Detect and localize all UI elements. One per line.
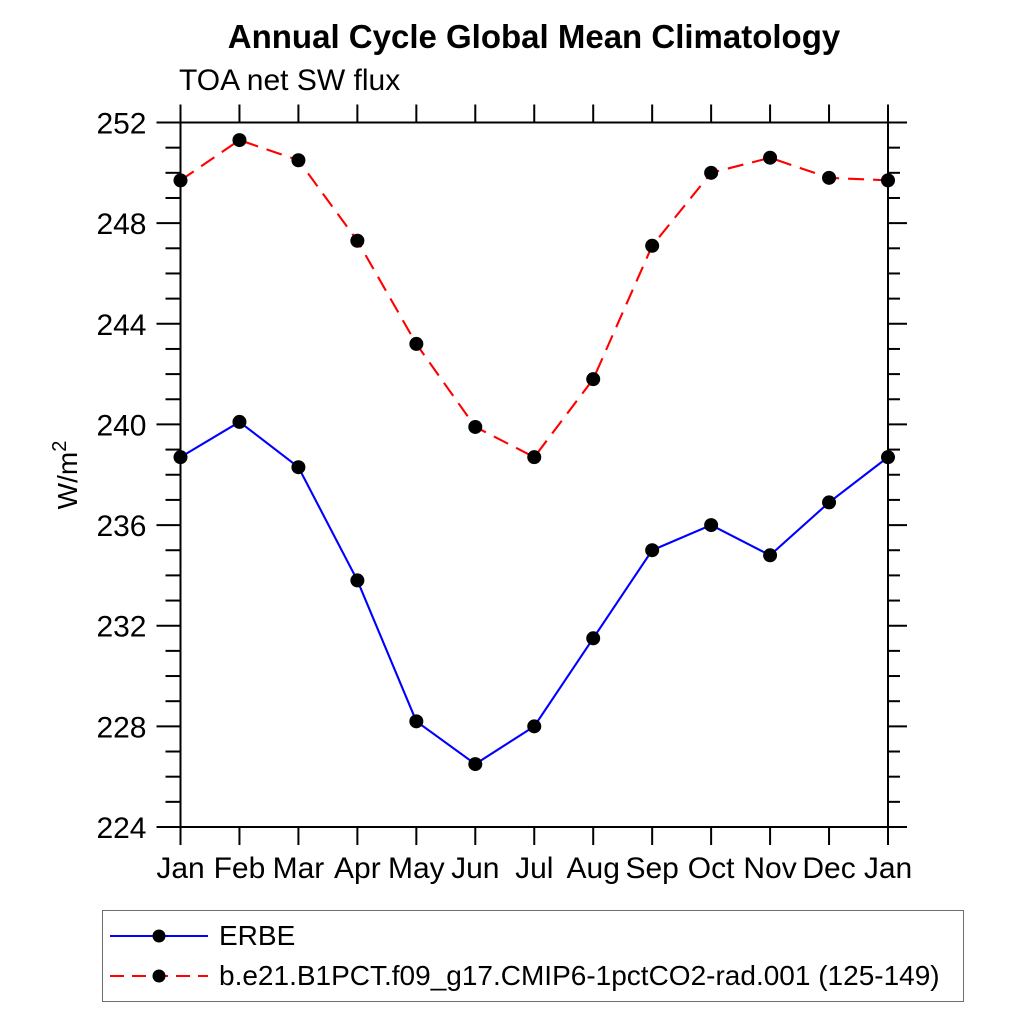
- data-point-marker: [350, 573, 365, 588]
- x-tick-label: Apr: [334, 852, 381, 885]
- data-point-marker: [350, 233, 365, 248]
- y-axis-title: W/m2: [49, 441, 83, 510]
- y-tick-label: 228: [96, 711, 146, 744]
- data-point-marker: [645, 543, 660, 558]
- data-point-marker: [291, 153, 306, 168]
- series-line-0: [179, 420, 889, 766]
- data-point-marker: [468, 419, 483, 434]
- data-point-marker: [409, 714, 424, 729]
- erbe-line-swatch: [110, 929, 208, 943]
- series-markers-1: [173, 133, 895, 465]
- data-point-marker: [409, 336, 424, 351]
- y-tick-label: 252: [96, 108, 146, 141]
- x-tick-label: Nov: [743, 852, 796, 885]
- data-point-marker: [173, 450, 188, 465]
- data-point-marker: [881, 450, 895, 465]
- data-point-marker: [173, 173, 188, 188]
- model-swatch-marker-icon: [152, 969, 166, 983]
- data-point-marker: [586, 372, 601, 387]
- data-point-marker: [822, 495, 837, 510]
- x-tick-label: Jun: [451, 852, 499, 885]
- x-tick-label: Mar: [273, 852, 325, 885]
- x-tick-label: Jan: [864, 852, 912, 885]
- data-point-marker: [291, 460, 306, 475]
- data-point-marker: [763, 150, 778, 165]
- model-line-swatch: [110, 969, 208, 983]
- y-tick-label: 236: [96, 510, 146, 543]
- data-point-marker: [586, 631, 601, 646]
- y-tick-label: 248: [96, 208, 146, 241]
- series-line-1: [179, 138, 889, 459]
- legend-entry-erbe: ERBE: [108, 920, 963, 952]
- data-point-marker: [527, 450, 542, 465]
- data-point-marker: [527, 719, 542, 734]
- data-point-marker: [881, 173, 895, 188]
- legend-entry-model: b.e21.B1PCT.f09_g17.CMIP6-1pctCO2-rad.00…: [108, 960, 963, 992]
- y-tick-label: 224: [96, 812, 146, 845]
- x-tick-label: Jul: [515, 852, 553, 885]
- data-point-marker: [232, 414, 247, 429]
- data-point-marker: [232, 133, 247, 148]
- x-tick-label: Jan: [156, 852, 204, 885]
- x-tick-label: Sep: [625, 852, 678, 885]
- axis-ticks: [156, 104, 907, 845]
- chart-title: Annual Cycle Global Mean Climatology: [227, 18, 841, 55]
- x-tick-label: Dec: [802, 852, 855, 885]
- data-point-marker: [645, 238, 660, 253]
- data-point-marker: [704, 165, 719, 180]
- x-tick-label: Aug: [567, 852, 620, 885]
- chart-subtitle: TOA net SW flux: [179, 64, 401, 97]
- y-tick-label: 244: [96, 309, 146, 342]
- data-point-marker: [822, 170, 837, 185]
- y-tick-label: 240: [96, 409, 146, 442]
- data-point-marker: [704, 518, 719, 533]
- data-point-marker: [763, 548, 778, 563]
- data-point-marker: [468, 757, 483, 772]
- legend-label-model: b.e21.B1PCT.f09_g17.CMIP6-1pctCO2-rad.00…: [219, 960, 940, 992]
- x-tick-label: May: [388, 852, 445, 885]
- y-tick-label: 232: [96, 611, 146, 644]
- x-tick-label: Oct: [688, 852, 735, 885]
- series-markers-0: [173, 414, 895, 772]
- erbe-swatch-marker-icon: [152, 929, 166, 943]
- x-tick-label: Feb: [214, 852, 266, 885]
- legend-label-erbe: ERBE: [219, 919, 296, 951]
- legend-box: ERBE b.e21.B1PCT.f09_g17.CMIP6-1pctCO2-r…: [102, 910, 964, 1002]
